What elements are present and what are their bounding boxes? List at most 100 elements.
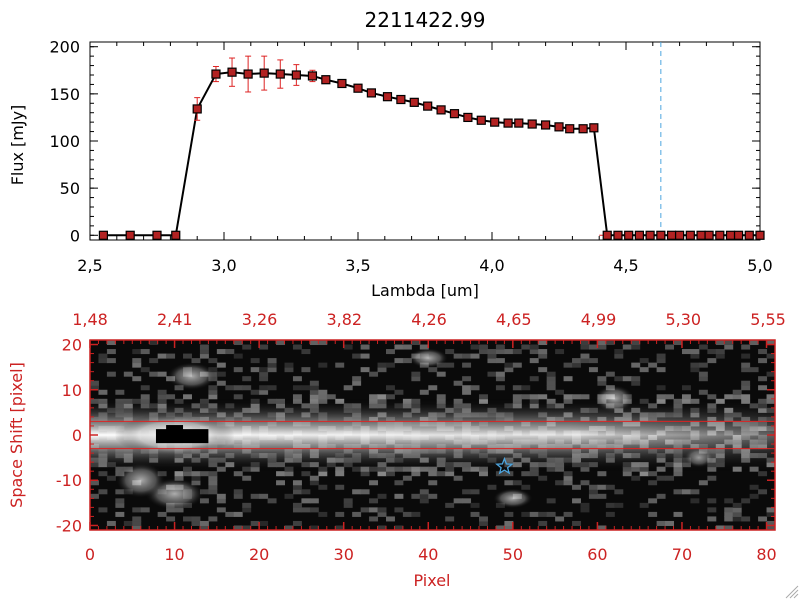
noise-pixel xyxy=(309,480,319,486)
noise-pixel xyxy=(292,344,302,350)
noise-pixel xyxy=(123,371,133,377)
noise-pixel xyxy=(233,511,243,517)
noise-pixel xyxy=(259,493,269,499)
data-point xyxy=(645,230,655,240)
noise-pixel xyxy=(90,493,99,499)
noise-pixel xyxy=(538,394,548,400)
noise-pixel xyxy=(445,516,455,522)
noise-pixel xyxy=(106,349,116,355)
noise-pixel xyxy=(233,525,243,530)
noise-pixel xyxy=(242,525,252,530)
noise-pixel xyxy=(462,362,472,368)
noise-pixel xyxy=(453,353,463,359)
noise-pixel xyxy=(614,376,624,382)
noise-pixel xyxy=(724,394,734,400)
noise-pixel xyxy=(665,344,675,350)
noise-pixel xyxy=(318,389,328,395)
noise-pixel xyxy=(648,471,658,477)
noise-pixel xyxy=(301,367,311,373)
noise-pixel xyxy=(385,516,395,522)
noise-pixel xyxy=(259,520,269,526)
noise-pixel xyxy=(411,376,421,382)
noise-pixel xyxy=(267,367,277,373)
resize-grip-icon[interactable] xyxy=(785,585,799,599)
noise-pixel xyxy=(749,484,759,490)
noise-pixel xyxy=(656,520,666,526)
noise-pixel xyxy=(352,511,362,517)
data-point xyxy=(171,230,181,240)
y-tick-label: 150 xyxy=(49,85,80,104)
data-point xyxy=(423,101,433,111)
noise-pixel xyxy=(614,353,624,359)
data-point xyxy=(211,69,221,79)
noise-pixel xyxy=(132,349,142,355)
noise-pixel xyxy=(428,493,438,499)
noise-pixel xyxy=(98,507,108,513)
noise-pixel xyxy=(724,344,734,350)
noise-pixel xyxy=(292,480,302,486)
noise-pixel xyxy=(521,511,531,517)
noise-pixel xyxy=(673,471,683,477)
noise-pixel xyxy=(191,520,201,526)
noise-pixel xyxy=(495,371,505,377)
noise-pixel xyxy=(157,353,167,359)
noise-pixel xyxy=(225,349,235,355)
noise-pixel xyxy=(487,358,497,364)
noise-pixel xyxy=(572,498,581,504)
x-tick-label: 2,5 xyxy=(77,256,102,275)
data-point xyxy=(725,230,736,240)
spectrum-series xyxy=(98,42,765,240)
data-point xyxy=(125,230,135,240)
noise-pixel xyxy=(504,520,514,526)
y-tick-label: 10 xyxy=(62,381,82,400)
x-tick-label: 20 xyxy=(249,545,269,564)
noise-pixel xyxy=(233,367,243,373)
noise-pixel xyxy=(394,493,404,499)
noise-pixel xyxy=(166,353,176,359)
top-wavelength-label: 5,30 xyxy=(665,310,701,329)
top-wavelength-label: 4,65 xyxy=(496,310,532,329)
noise-pixel xyxy=(588,489,598,495)
top-wavelength-label: 4,26 xyxy=(411,310,447,329)
noise-pixel xyxy=(690,349,700,355)
noise-pixel xyxy=(724,516,734,522)
data-point xyxy=(490,117,500,127)
noise-pixel xyxy=(555,516,565,522)
noise-pixel xyxy=(741,353,751,359)
noise-pixel xyxy=(132,358,142,364)
noise-pixel xyxy=(98,358,108,364)
noise-pixel xyxy=(292,376,302,382)
data-point xyxy=(656,230,666,240)
noise-pixel xyxy=(284,493,294,499)
data-point xyxy=(602,230,612,240)
noise-pixel xyxy=(732,507,742,513)
noise-pixel xyxy=(529,349,539,355)
noise-pixel xyxy=(140,394,150,400)
noise-pixel xyxy=(377,362,387,368)
noise-pixel xyxy=(648,498,658,504)
noise-pixel xyxy=(597,344,607,350)
noise-pixel xyxy=(301,498,311,504)
noise-pixel xyxy=(631,380,641,386)
noise-pixel xyxy=(766,507,775,513)
noise-pixel xyxy=(250,358,260,364)
noise-pixel xyxy=(521,394,531,400)
noise-pixel xyxy=(529,376,539,382)
noise-pixel xyxy=(377,471,387,477)
noise-pixel xyxy=(284,471,294,477)
noise-pixel xyxy=(487,484,497,490)
y-tick-label: -10 xyxy=(56,471,82,490)
noise-pixel xyxy=(183,516,192,522)
noise-pixel xyxy=(445,471,455,477)
noise-pixel xyxy=(428,471,438,477)
noise-pixel xyxy=(724,525,734,530)
noise-pixel xyxy=(563,475,573,481)
noise-pixel xyxy=(741,367,751,373)
saturated-pixels xyxy=(155,429,209,444)
noise-pixel xyxy=(588,484,598,490)
noise-pixel xyxy=(563,376,573,382)
noise-pixel xyxy=(597,493,607,499)
noise-pixel xyxy=(140,385,150,391)
noise-pixel xyxy=(242,475,252,481)
